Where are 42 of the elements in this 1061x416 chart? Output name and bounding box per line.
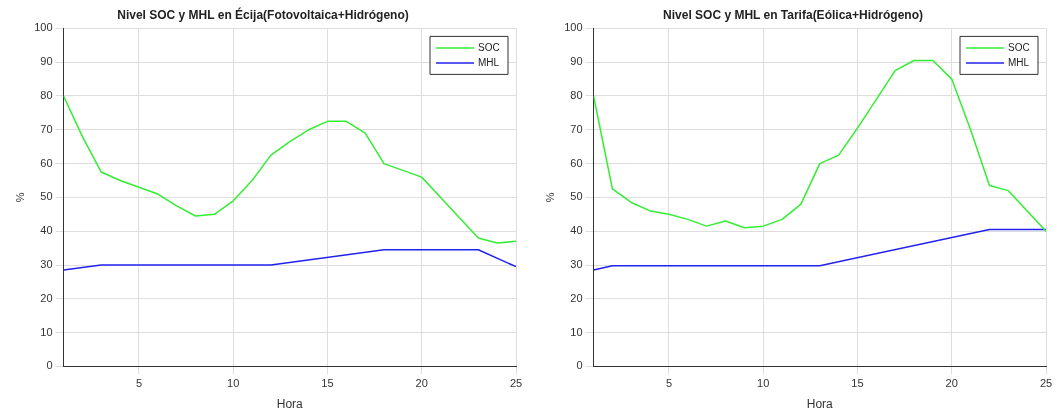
- y-tick-label: 10: [570, 325, 583, 338]
- x-tick-label: 25: [1039, 377, 1053, 390]
- chart-title: Nivel SOC y MHL en Tarifa(Eólica+Hidrógeno): [663, 7, 923, 22]
- x-tick-label: 20: [945, 377, 958, 390]
- y-tick-label: 70: [40, 122, 53, 135]
- legend-label: MHL: [1008, 56, 1030, 68]
- legend-label: SOC: [478, 41, 500, 53]
- x-tick-label: 20: [415, 377, 428, 390]
- y-tick-label: 10: [40, 325, 53, 338]
- y-tick-label: 90: [570, 55, 583, 68]
- y-tick-label: 40: [40, 224, 53, 237]
- x-axis-title: Hora: [806, 397, 834, 412]
- y-tick-label: 40: [570, 224, 583, 237]
- y-tick-label: 80: [570, 89, 583, 102]
- y-tick-label: 60: [570, 156, 583, 169]
- x-tick-label: 15: [321, 377, 334, 390]
- y-tick-label: 90: [40, 55, 53, 68]
- x-axis-title: Hora: [276, 397, 304, 412]
- y-tick-label: 100: [34, 21, 53, 34]
- x-tick-label: 10: [227, 377, 240, 390]
- y-axis-title: %: [543, 192, 556, 203]
- y-tick-label: 50: [40, 190, 53, 203]
- x-tick-label: 15: [851, 377, 864, 390]
- legend-label: MHL: [478, 56, 500, 68]
- x-tick-label: 10: [757, 377, 770, 390]
- y-tick-label: 70: [570, 122, 583, 135]
- y-axis-title: %: [13, 192, 26, 203]
- y-tick-label: 20: [40, 291, 53, 304]
- y-tick-label: 0: [46, 359, 53, 372]
- legend-label: SOC: [1008, 41, 1030, 53]
- x-tick-label: 25: [509, 377, 523, 390]
- y-tick-label: 30: [40, 258, 53, 271]
- y-tick-label: 60: [40, 156, 53, 169]
- y-tick-label: 0: [576, 359, 583, 372]
- chart-title: Nivel SOC y MHL en Écija(Fotovoltaica+Hidrógeno): [117, 6, 409, 22]
- y-tick-label: 100: [564, 21, 583, 34]
- y-tick-label: 30: [570, 258, 583, 271]
- y-tick-label: 50: [570, 190, 583, 203]
- x-tick-label: 5: [665, 377, 673, 390]
- y-tick-label: 80: [40, 89, 53, 102]
- x-tick-label: 5: [135, 377, 143, 390]
- y-tick-label: 20: [570, 291, 583, 304]
